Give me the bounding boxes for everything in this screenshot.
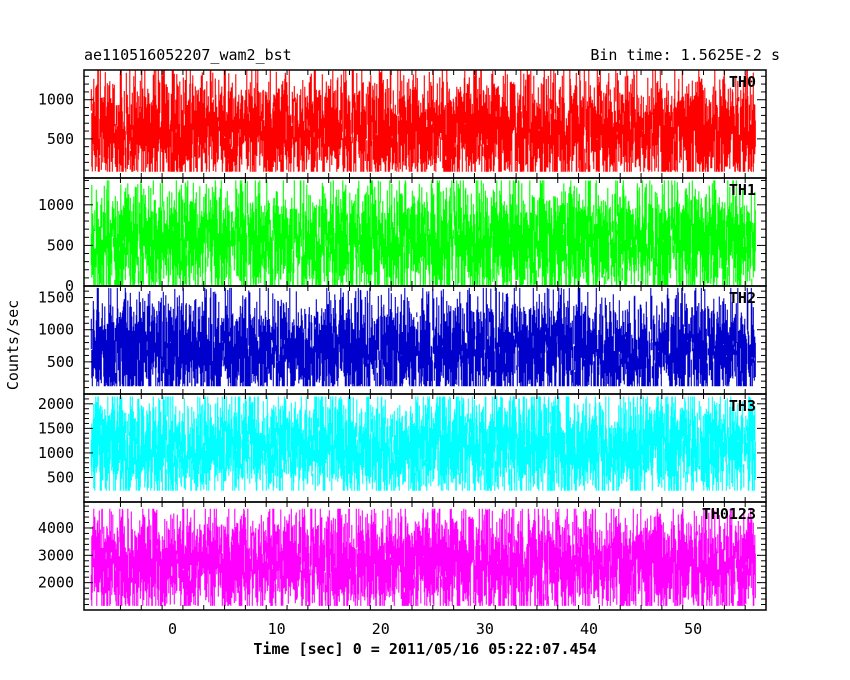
series-th1: [90, 180, 756, 286]
panel-th3: 500 1000 1500 2000 TH3: [38, 393, 767, 503]
panel-label: TH3: [729, 397, 756, 415]
panel-th1: 0 500 1000 TH1: [38, 177, 767, 295]
series-th0123: [90, 508, 756, 606]
y-tick-label: 1500: [38, 419, 74, 437]
y-axis-label: Counts/sec: [4, 300, 22, 390]
y-tick-label: 4000: [38, 519, 74, 537]
series-th0: [90, 70, 756, 172]
y-tick-label: 1000: [38, 321, 74, 339]
series-th2: [90, 287, 756, 387]
x-tick-label: 20: [372, 620, 390, 638]
panel-th2: 500 1000 1500 TH2: [38, 285, 767, 395]
figure-title: ae110516052207_wam2_bst: [84, 46, 292, 64]
y-tick-label: 500: [47, 353, 74, 371]
panel-label: TH2: [729, 289, 756, 307]
x-tick-label: 40: [580, 620, 598, 638]
x-tick-label: 10: [268, 620, 286, 638]
bin-time-label: Bin time: 1.5625E-2 s: [590, 46, 780, 64]
y-tick-label: 1500: [38, 289, 74, 307]
y-tick-label: 500: [47, 236, 74, 254]
panel-label: TH0: [729, 73, 756, 91]
panel-label: TH0123: [702, 505, 756, 523]
panels-group: 500 1000 TH0 0 500 1000 TH1 500 1000 1500 TH2 500 10…: [38, 69, 767, 611]
x-tick-label: 0: [168, 620, 177, 638]
y-tick-label: 1000: [38, 91, 74, 109]
y-tick-label: 3000: [38, 546, 74, 564]
y-tick-label: 500: [47, 130, 74, 148]
y-tick-label: 1000: [38, 444, 74, 462]
x-axis-label: Time [sec] 0 = 2011/05/16 05:22:07.454: [253, 640, 596, 658]
y-tick-label: 2000: [38, 395, 74, 413]
y-tick-label: 500: [47, 468, 74, 486]
y-tick-label: 2000: [38, 574, 74, 592]
y-tick-label: 1000: [38, 196, 74, 214]
x-tick-label: 50: [684, 620, 702, 638]
series-th3: [90, 396, 756, 491]
x-tick-labels: 0 10 20 30 40 50: [168, 620, 702, 638]
y-tick-label: 0: [65, 277, 74, 295]
panel-label: TH1: [729, 181, 756, 199]
x-tick-label: 30: [476, 620, 494, 638]
panel-frame: [83, 501, 767, 611]
panel-th0123: 2000 3000 4000 TH0123: [38, 501, 767, 611]
panel-th0: 500 1000 TH0: [38, 69, 767, 179]
